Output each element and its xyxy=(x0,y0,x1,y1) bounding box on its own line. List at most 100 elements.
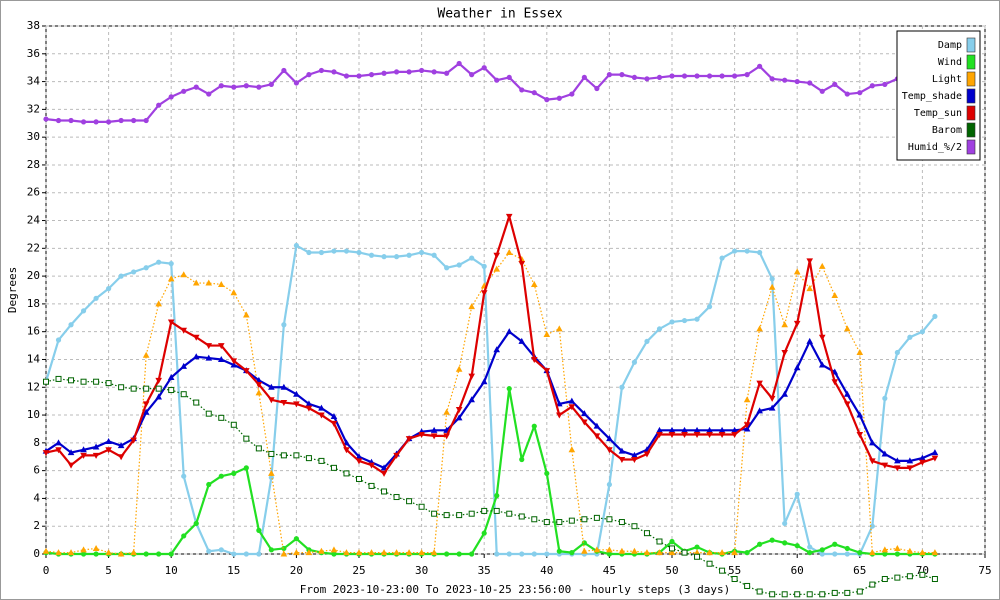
y-tick-label: 18 xyxy=(27,297,40,310)
point xyxy=(894,349,900,356)
point xyxy=(468,303,475,310)
point xyxy=(756,407,763,414)
point xyxy=(306,249,312,256)
point xyxy=(644,76,650,82)
point xyxy=(593,514,600,521)
point xyxy=(818,334,826,341)
point xyxy=(806,258,814,265)
point xyxy=(444,70,450,76)
point xyxy=(106,119,112,125)
point xyxy=(556,548,562,554)
point xyxy=(606,551,613,557)
x-tick-label: 60 xyxy=(791,564,804,577)
point xyxy=(656,432,663,439)
point xyxy=(782,77,788,83)
point xyxy=(744,582,751,589)
point xyxy=(93,378,100,385)
point xyxy=(331,248,337,254)
point xyxy=(67,449,75,456)
legend-label: Temp_shade xyxy=(902,91,962,102)
point xyxy=(55,337,62,343)
point xyxy=(606,447,613,454)
point xyxy=(782,520,788,527)
point xyxy=(168,261,174,267)
point xyxy=(656,538,663,545)
point xyxy=(142,401,150,408)
point xyxy=(757,63,763,69)
point xyxy=(131,269,137,275)
point xyxy=(293,401,300,408)
point xyxy=(268,397,275,404)
point xyxy=(530,280,538,287)
point xyxy=(180,327,188,334)
point xyxy=(706,426,713,433)
point xyxy=(93,295,99,301)
point xyxy=(881,462,889,469)
point xyxy=(619,72,625,78)
point xyxy=(693,549,701,556)
point xyxy=(218,473,224,479)
point xyxy=(393,69,400,75)
point xyxy=(343,447,350,454)
point xyxy=(782,540,788,546)
point xyxy=(181,533,187,539)
point xyxy=(418,503,425,510)
point xyxy=(543,368,551,375)
point xyxy=(256,551,262,557)
point xyxy=(243,311,250,318)
point xyxy=(419,249,425,256)
point xyxy=(43,378,49,385)
point xyxy=(694,544,700,550)
point xyxy=(631,451,638,458)
point xyxy=(406,252,412,258)
point xyxy=(80,546,87,553)
point xyxy=(468,510,475,517)
point xyxy=(794,78,800,85)
point xyxy=(832,81,838,87)
point xyxy=(306,72,312,78)
point xyxy=(217,343,225,350)
point xyxy=(430,433,438,440)
point xyxy=(494,77,500,83)
y-tick-label: 4 xyxy=(33,491,40,504)
point xyxy=(268,450,275,457)
point xyxy=(193,84,199,90)
point xyxy=(718,432,726,439)
point xyxy=(268,383,275,390)
point xyxy=(593,546,601,553)
point xyxy=(807,80,813,86)
point xyxy=(105,549,112,556)
point xyxy=(931,576,938,583)
point xyxy=(668,426,676,433)
point xyxy=(581,540,587,546)
point xyxy=(493,507,500,514)
point xyxy=(168,94,174,100)
point xyxy=(231,470,237,477)
point xyxy=(243,368,250,375)
point xyxy=(330,420,338,427)
point xyxy=(143,265,149,271)
point xyxy=(143,117,149,124)
point xyxy=(142,408,150,415)
point xyxy=(455,406,463,413)
point xyxy=(882,81,888,87)
x-tick-label: 75 xyxy=(978,564,991,577)
point xyxy=(731,576,738,583)
point xyxy=(93,119,99,125)
point xyxy=(318,457,325,464)
point xyxy=(731,549,738,556)
point xyxy=(318,67,325,74)
point xyxy=(256,84,262,90)
point xyxy=(155,385,162,392)
point xyxy=(593,422,601,429)
point xyxy=(757,249,763,256)
point xyxy=(130,385,137,392)
point xyxy=(832,541,838,547)
point xyxy=(844,545,850,552)
point xyxy=(531,423,537,429)
point xyxy=(531,551,537,557)
point xyxy=(743,425,751,432)
point xyxy=(318,412,325,419)
point xyxy=(243,465,249,471)
legend-swatch xyxy=(966,54,976,70)
